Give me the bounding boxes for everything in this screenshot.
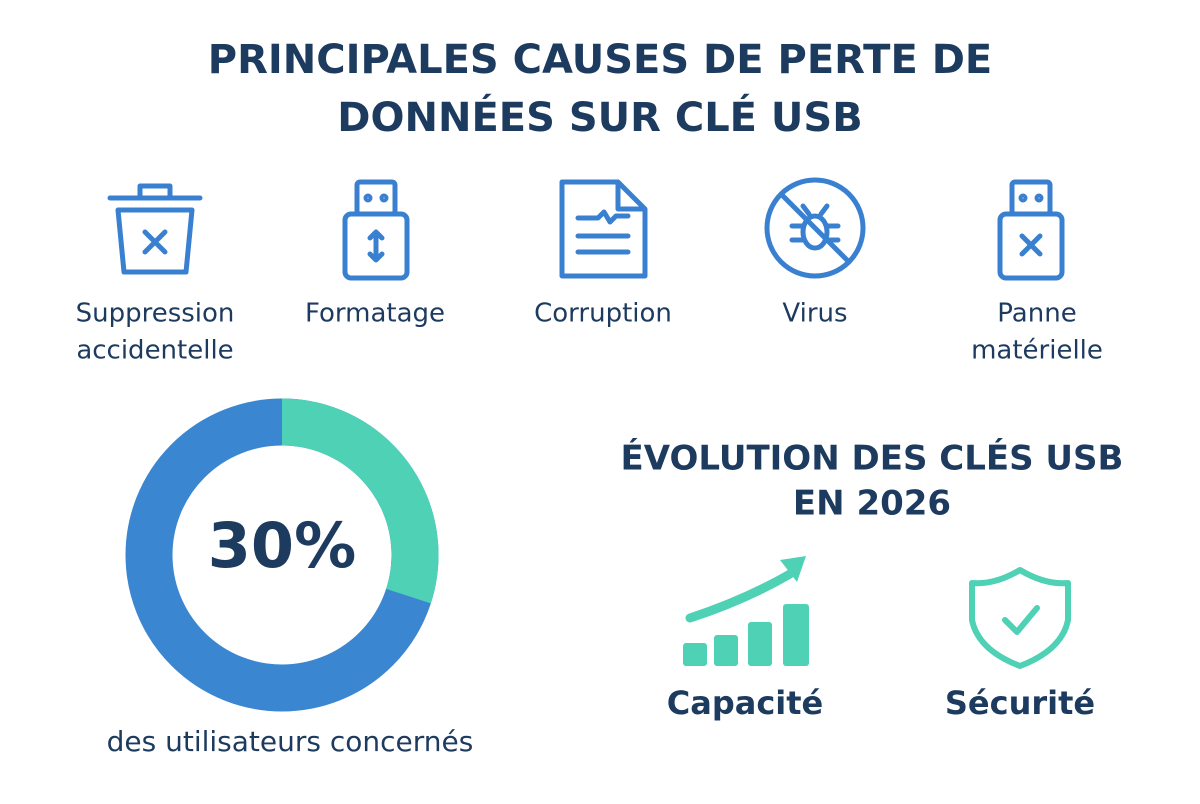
donut	[125, 398, 439, 712]
cause-label: matérielle	[971, 336, 1103, 366]
cause-label: accidentelle	[76, 336, 233, 366]
evolution-label: Sécurité	[945, 684, 1095, 722]
cause-label: Formatage	[305, 299, 445, 329]
file-icon	[559, 179, 648, 279]
donut-caption: des utilisateurs concernés	[107, 725, 474, 758]
cause-label: Panne	[997, 299, 1076, 329]
cause-label: Virus	[782, 299, 847, 329]
section-title: EN 2026	[793, 484, 951, 524]
virus-icon	[764, 177, 866, 279]
shield-icon	[969, 567, 1071, 669]
cause-label: Suppression	[76, 299, 235, 329]
cause-label: Corruption	[534, 299, 672, 329]
donut-value: 30%	[208, 509, 356, 582]
donut-segment	[281, 398, 439, 604]
title-line: DONNÉES SUR CLÉ USB	[337, 93, 862, 141]
growth-icon	[683, 556, 809, 666]
title-line: PRINCIPALES CAUSES DE PERTE DE	[208, 37, 992, 83]
usb-lock-icon	[342, 179, 410, 281]
evolution-label: Capacité	[667, 684, 824, 722]
trash-icon	[107, 183, 203, 275]
section-title: ÉVOLUTION DES CLÉS USB	[621, 438, 1124, 479]
usb-broken-icon	[997, 179, 1065, 281]
